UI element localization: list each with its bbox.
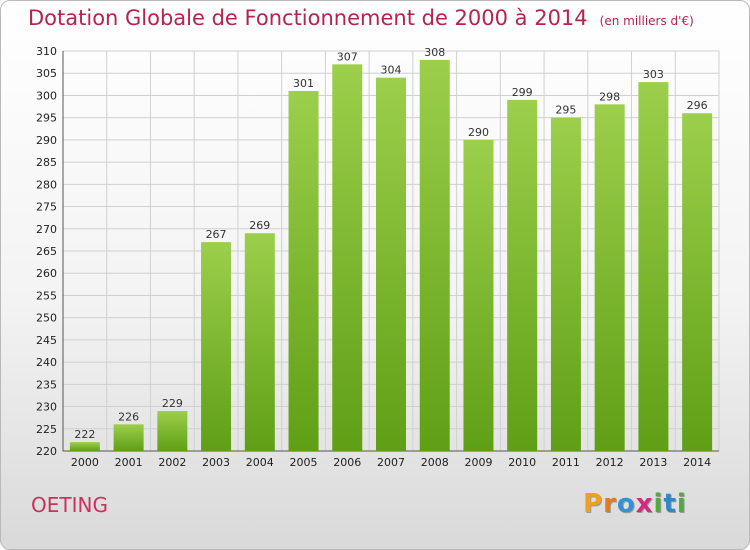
bar-2004[interactable] (244, 233, 275, 451)
bar-2002[interactable] (157, 411, 188, 451)
bar-2009[interactable] (463, 139, 494, 451)
y-tick-label: 310 (36, 45, 57, 58)
bar-2001[interactable] (113, 424, 144, 451)
bar-2011[interactable] (550, 117, 581, 452)
y-tick-label: 255 (36, 289, 57, 302)
data-label: 296 (687, 99, 708, 112)
y-tick-label: 265 (36, 245, 57, 258)
x-tick-label: 2000 (71, 456, 99, 469)
x-tick-label: 2003 (202, 456, 230, 469)
data-label: 299 (512, 86, 533, 99)
x-tick-label: 2007 (377, 456, 405, 469)
y-tick-label: 285 (36, 156, 57, 169)
x-tick-label: 2009 (464, 456, 492, 469)
data-labels: 222 226 229 267 269 301 307 304 308 290 299 295 298 3… (74, 46, 707, 441)
bars (69, 59, 713, 452)
y-tick-label: 220 (36, 445, 57, 458)
x-tick-label: 2014 (683, 456, 711, 469)
x-tick-label: 2008 (421, 456, 449, 469)
logo-letter: o (616, 489, 636, 519)
logo-letter: i (676, 489, 687, 519)
data-label: 304 (381, 64, 402, 77)
y-tick-label: 295 (36, 112, 57, 125)
y-tick-label: 300 (36, 89, 57, 102)
x-tick-label: 2006 (333, 456, 361, 469)
y-tick-label: 240 (36, 356, 57, 369)
logo-letter: P (583, 489, 604, 519)
data-label: 269 (249, 219, 270, 232)
bar-2012[interactable] (594, 104, 625, 451)
y-tick-label: 305 (36, 67, 57, 80)
logo-letter: r (603, 489, 617, 519)
x-tick-label: 2011 (552, 456, 580, 469)
y-tick-label: 275 (36, 201, 57, 214)
bar-2003[interactable] (201, 242, 232, 451)
data-label: 229 (162, 397, 183, 410)
commune-name: OETING (31, 493, 108, 517)
bar-2006[interactable] (332, 64, 363, 452)
bar-2014[interactable] (682, 113, 713, 451)
y-tick-label: 230 (36, 401, 57, 414)
logo-letter: i (653, 489, 664, 519)
y-tick-label: 245 (36, 334, 57, 347)
y-tick-label: 235 (36, 378, 57, 391)
data-label: 226 (118, 410, 139, 423)
y-tick-label: 260 (36, 267, 57, 280)
bar-2007[interactable] (376, 77, 406, 452)
x-tick-label: 2013 (639, 456, 667, 469)
data-label: 298 (599, 90, 620, 103)
x-tick-label: 2012 (596, 456, 624, 469)
logo-letter: t (663, 489, 677, 519)
x-tick-label: 2004 (246, 456, 274, 469)
y-tick-label: 250 (36, 312, 57, 325)
y-tick-label: 290 (36, 134, 57, 147)
bar-2013[interactable] (638, 82, 669, 451)
data-label: 295 (555, 104, 576, 117)
y-tick-label: 280 (36, 178, 57, 191)
x-tick-label: 2005 (290, 456, 318, 469)
logo-letter: x (635, 489, 654, 519)
proxiti-logo[interactable]: Proxiti (583, 489, 687, 519)
bar-2010[interactable] (507, 99, 538, 451)
data-label: 222 (74, 428, 95, 441)
title-unit: (en milliers d'€) (599, 14, 694, 28)
chart-title: Dotation Globale de Fonctionnement de 20… (28, 6, 694, 30)
y-tick-label: 270 (36, 223, 57, 236)
x-tick-label: 2002 (158, 456, 186, 469)
data-label: 267 (206, 228, 227, 241)
data-label: 290 (468, 126, 489, 139)
data-label: 303 (643, 68, 664, 81)
data-label: 301 (293, 77, 314, 90)
bar-2005[interactable] (288, 91, 319, 451)
x-tick-label: 2001 (115, 456, 143, 469)
y-tick-label: 225 (36, 423, 57, 436)
data-label: 307 (337, 50, 358, 63)
data-label: 308 (424, 46, 445, 59)
bar-2008[interactable] (419, 59, 450, 452)
bar-2000[interactable] (69, 442, 100, 451)
x-tick-label: 2010 (508, 456, 536, 469)
title-text: Dotation Globale de Fonctionnement de 20… (28, 6, 588, 30)
